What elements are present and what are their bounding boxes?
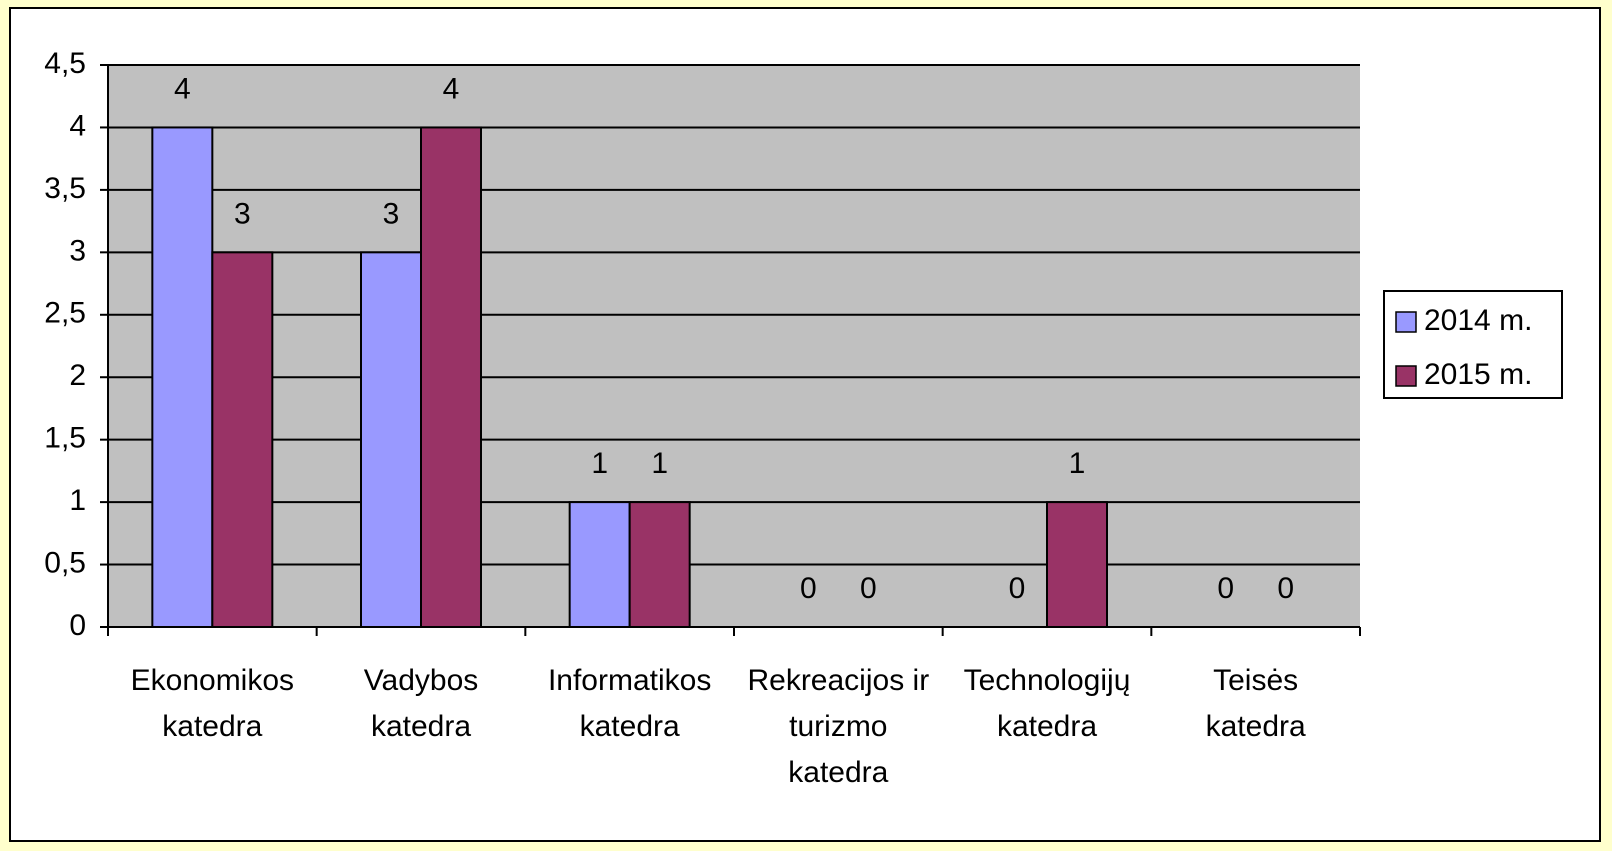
- data-label: 0: [800, 572, 817, 605]
- data-label: 4: [174, 72, 191, 105]
- y-tick-label: 3: [69, 234, 86, 267]
- bar: [420, 126, 482, 628]
- data-label: 0: [1277, 572, 1294, 605]
- data-label: 0: [860, 572, 877, 605]
- y-tick-label: 3,5: [44, 172, 86, 205]
- bar: [628, 501, 691, 628]
- y-tick-label: 0,5: [44, 546, 86, 579]
- bar: [1046, 501, 1108, 628]
- plot-area: [108, 65, 1360, 627]
- data-label: 0: [1009, 572, 1026, 605]
- data-label: 4: [443, 72, 460, 105]
- legend-label: 2014 m.: [1424, 304, 1532, 337]
- x-tick-label: Informatikos katedra: [547, 664, 712, 743]
- bar: [151, 126, 214, 628]
- y-tick-label: 4,5: [44, 47, 86, 80]
- bar: [211, 251, 274, 628]
- y-tick-label: 2,5: [44, 297, 86, 330]
- x-tick-label: Technologijų katedra: [963, 664, 1131, 743]
- x-tick-label: Rekreacijos ir turizmo katedra: [747, 664, 930, 789]
- data-label: 3: [234, 197, 251, 230]
- y-tick-label: 2: [69, 359, 86, 392]
- y-tick-label: 0: [69, 609, 86, 642]
- bar: [568, 501, 631, 628]
- data-label: 1: [591, 447, 608, 480]
- x-tick-label: Teisės katedra: [1205, 664, 1306, 743]
- x-tick-label: Ekonomikos katedra: [130, 664, 295, 743]
- legend-label: 2015 m.: [1424, 358, 1532, 391]
- data-label: 1: [651, 447, 668, 480]
- y-tick-label: 1,5: [44, 422, 86, 455]
- x-tick-label: Vadybos katedra: [363, 664, 479, 743]
- legend-swatch: [1395, 311, 1417, 333]
- legend-swatch: [1395, 365, 1417, 387]
- y-tick-label: 1: [69, 484, 86, 517]
- bar: [360, 251, 422, 628]
- data-label: 1: [1069, 447, 1086, 480]
- data-label: 0: [1217, 572, 1234, 605]
- data-label: 3: [383, 197, 400, 230]
- y-tick-label: 4: [69, 109, 86, 142]
